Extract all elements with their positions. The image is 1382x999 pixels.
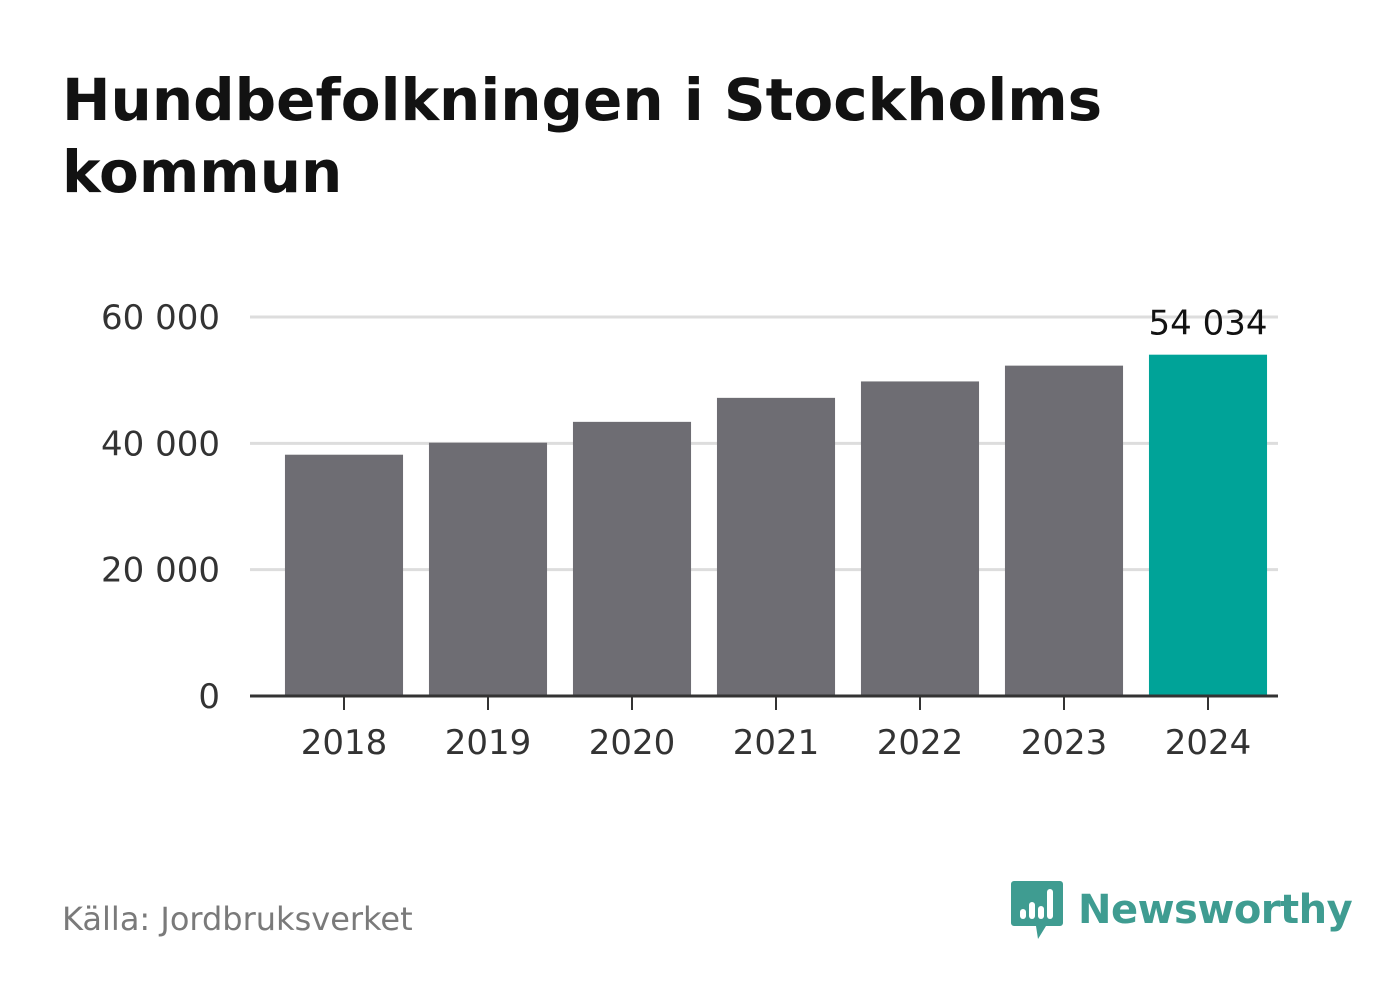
bar bbox=[1004, 365, 1124, 696]
bar bbox=[1148, 354, 1268, 696]
x-tick-label: 2020 bbox=[589, 723, 676, 763]
x-axis-ticks: 2018 2019 2020 2021 2022 2023 2024 bbox=[301, 696, 1252, 763]
bar-chart: 0 20 000 40 000 60 000 2018 2019 2020 2021 2022… bbox=[101, 298, 1278, 763]
bar-chart-speech-bubble-icon bbox=[1011, 881, 1063, 939]
x-tick-label: 2023 bbox=[1021, 723, 1108, 763]
source-note: Källa: Jordbruksverket bbox=[62, 900, 413, 938]
y-tick-label: 0 bbox=[198, 677, 220, 717]
bars bbox=[284, 354, 1268, 696]
x-tick-label: 2019 bbox=[445, 723, 532, 763]
brand-logo: Newsworthy bbox=[1010, 878, 1353, 942]
y-tick-label: 60 000 bbox=[101, 298, 220, 338]
bar bbox=[572, 421, 692, 696]
brand-name: Newsworthy bbox=[1078, 887, 1353, 933]
chart-title: Hundbefolkningen i Stockholms kommun bbox=[62, 66, 1103, 206]
data-label: 54 034 bbox=[1149, 304, 1268, 344]
y-axis-ticks: 0 20 000 40 000 60 000 bbox=[101, 298, 220, 717]
data-labels: 54 034 bbox=[1149, 304, 1268, 344]
x-tick-label: 2024 bbox=[1165, 723, 1252, 763]
x-tick-label: 2018 bbox=[301, 723, 388, 763]
bar bbox=[428, 442, 548, 696]
x-tick-label: 2021 bbox=[733, 723, 820, 763]
bar bbox=[860, 381, 980, 696]
bar bbox=[716, 397, 836, 696]
x-tick-label: 2022 bbox=[877, 723, 964, 763]
bar bbox=[284, 454, 404, 696]
y-tick-label: 40 000 bbox=[101, 424, 220, 464]
y-tick-label: 20 000 bbox=[101, 551, 220, 591]
